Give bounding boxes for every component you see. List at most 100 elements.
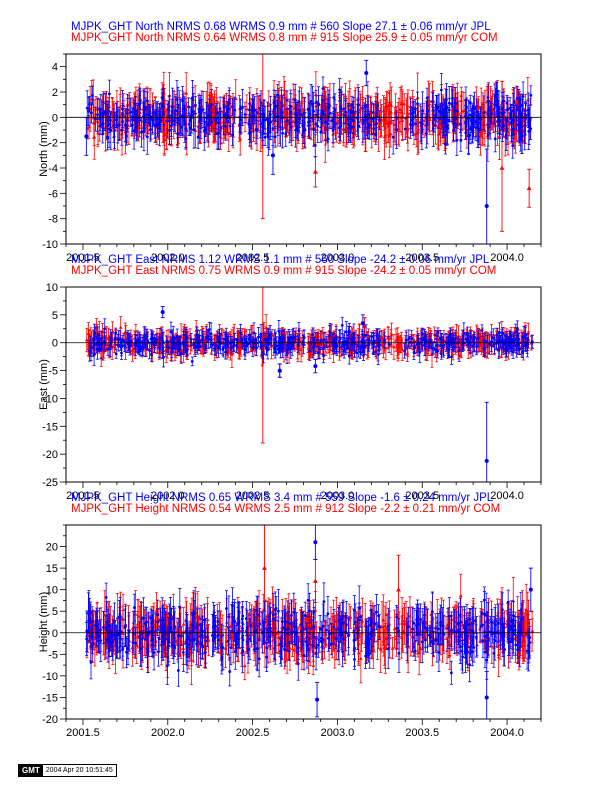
data-point-jpl	[120, 114, 124, 146]
marker-circle	[247, 120, 251, 123]
marker-circle	[184, 137, 188, 141]
marker-triangle	[323, 126, 328, 130]
panel-header-jpl: MJPK_GHT East NRMS 1.12 WRMS 1.1 mm # 56…	[71, 254, 490, 266]
marker-circle	[106, 136, 109, 140]
data-point-jpl	[258, 95, 262, 122]
data-point-jpl	[442, 108, 446, 138]
marker-triangle	[389, 103, 394, 107]
y-tick-label: -6	[48, 188, 58, 200]
data-point-jpl	[90, 85, 94, 106]
marker-circle	[175, 98, 179, 101]
data-point-jpl	[238, 116, 242, 133]
marker-circle	[270, 153, 275, 158]
marker-circle	[376, 104, 380, 107]
marker-circle	[187, 122, 191, 126]
marker-circle	[96, 113, 99, 117]
data-point-jpl	[314, 114, 318, 133]
marker-circle	[486, 112, 490, 116]
marker-triangle	[211, 111, 216, 115]
outlier-point-jpl	[84, 116, 89, 156]
marker-circle	[334, 122, 337, 126]
data-point-jpl	[412, 101, 416, 124]
marker-circle	[439, 88, 443, 92]
marker-circle	[125, 134, 128, 138]
data-point-jpl	[213, 108, 217, 129]
data-point-jpl	[190, 79, 194, 116]
marker-circle	[443, 142, 447, 146]
marker-circle	[366, 126, 370, 130]
marker-circle	[271, 127, 275, 130]
marker-circle	[357, 124, 360, 128]
marker-circle	[509, 111, 513, 115]
marker-circle	[191, 96, 194, 100]
marker-circle	[482, 111, 486, 115]
data-point-com	[386, 108, 391, 143]
data-point-jpl	[475, 98, 479, 125]
marker-circle	[222, 114, 226, 118]
data-point-jpl	[153, 109, 157, 144]
marker-circle	[430, 100, 434, 103]
data-point-jpl	[87, 96, 91, 126]
marker-circle	[352, 125, 355, 129]
marker-circle	[339, 124, 343, 128]
marker-circle	[120, 128, 124, 132]
marker-circle	[322, 113, 326, 116]
marker-circle	[205, 116, 208, 120]
marker-triangle	[408, 104, 413, 109]
data-point-jpl	[188, 119, 192, 137]
marker-circle	[285, 98, 289, 102]
data-point-jpl	[197, 102, 201, 122]
data-point-jpl	[453, 109, 457, 129]
marker-circle	[158, 127, 161, 131]
marker-triangle	[245, 107, 249, 111]
data-point-jpl	[452, 107, 456, 142]
marker-triangle	[384, 104, 389, 108]
marker-circle	[416, 102, 419, 105]
marker-triangle	[493, 119, 498, 123]
data-point-jpl	[261, 105, 265, 141]
marker-circle	[327, 106, 331, 110]
marker-circle	[156, 118, 159, 121]
data-point-jpl	[166, 103, 170, 139]
marker-circle	[231, 133, 234, 137]
marker-triangle	[476, 104, 481, 109]
marker-circle	[313, 144, 317, 147]
marker-triangle	[397, 120, 401, 124]
data-point-jpl	[343, 97, 347, 133]
panel-header-com: MJPK_GHT East NRMS 0.75 WRMS 0.9 mm # 91…	[71, 265, 496, 277]
data-point-jpl	[528, 105, 532, 133]
marker-triangle	[405, 127, 410, 132]
data-point-jpl	[263, 128, 267, 146]
marker-triangle	[341, 126, 346, 131]
marker-circle	[371, 110, 375, 114]
data-point-com	[382, 113, 387, 160]
marker-circle	[210, 103, 213, 106]
marker-circle	[459, 138, 463, 142]
outlier-point-com	[312, 156, 318, 188]
marker-circle	[142, 130, 146, 134]
marker-circle	[293, 98, 297, 102]
marker-circle	[295, 113, 299, 116]
marker-circle	[529, 93, 533, 97]
marker-circle	[266, 135, 270, 139]
marker-circle	[218, 107, 222, 110]
data-point-jpl	[464, 86, 468, 114]
marker-circle	[160, 96, 164, 99]
marker-circle	[121, 112, 124, 116]
data-point-jpl	[410, 107, 414, 133]
data-point-jpl	[138, 90, 142, 111]
marker-circle	[492, 107, 496, 111]
marker-circle	[259, 101, 263, 105]
panel-north: MJPK_GHT North NRMS 0.68 WRMS 0.9 mm # 5…	[38, 21, 542, 264]
marker-circle	[138, 101, 142, 105]
data-point-jpl	[233, 96, 237, 124]
data-point-jpl	[181, 86, 185, 116]
marker-circle	[106, 119, 109, 122]
marker-circle	[339, 107, 343, 111]
marker-circle	[431, 127, 435, 131]
data-point-jpl	[215, 102, 219, 124]
marker-circle	[248, 131, 252, 135]
marker-triangle	[282, 92, 286, 96]
marker-circle	[178, 122, 182, 126]
marker-circle	[495, 90, 499, 94]
